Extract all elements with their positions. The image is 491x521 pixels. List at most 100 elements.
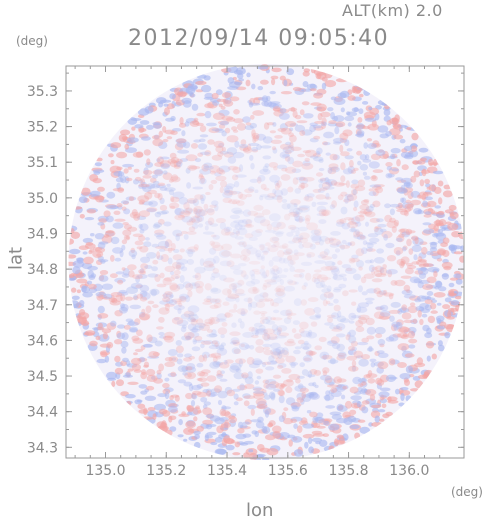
echo-speckle — [252, 288, 259, 294]
echo-speckle — [145, 237, 150, 241]
echo-speckle — [248, 236, 258, 241]
echo-speckle — [159, 204, 168, 211]
echo-speckle — [323, 248, 330, 256]
echo-speckle — [365, 317, 375, 326]
echo-speckle — [454, 295, 462, 300]
echo-speckle — [261, 250, 270, 254]
x-tick-label: 135.0 — [85, 463, 125, 479]
echo-speckle — [130, 282, 143, 290]
echo-speckle — [280, 383, 285, 388]
echo-speckle — [349, 241, 356, 247]
echo-speckle — [164, 377, 170, 382]
echo-speckle — [158, 248, 166, 252]
echo-speckle — [302, 242, 313, 249]
echo-speckle — [312, 153, 321, 158]
echo-speckle — [200, 340, 212, 345]
echo-speckle — [258, 324, 266, 332]
echo-speckle — [198, 223, 204, 228]
echo-speckle — [170, 196, 180, 203]
echo-speckle — [120, 303, 125, 309]
echo-speckle — [221, 250, 232, 257]
echo-speckle — [441, 261, 453, 269]
echo-speckle — [275, 335, 287, 339]
echo-speckle — [281, 198, 288, 203]
echo-speckle — [325, 179, 338, 186]
echo-speckle — [153, 222, 162, 228]
echo-speckle — [276, 164, 288, 170]
echo-speckle — [233, 219, 245, 224]
echo-speckle — [341, 239, 347, 245]
echo-speckle — [421, 313, 428, 318]
echo-speckle — [232, 129, 239, 133]
echo-speckle — [194, 335, 203, 342]
echo-speckle — [272, 106, 281, 112]
echo-speckle — [303, 282, 308, 287]
echo-speckle — [152, 180, 160, 185]
echo-speckle — [261, 100, 269, 107]
echo-speckle — [386, 220, 399, 229]
echo-speckle — [183, 202, 190, 210]
echo-speckle — [238, 358, 243, 367]
echo-speckle — [115, 271, 124, 275]
echo-speckle — [238, 240, 246, 247]
echo-speckle — [365, 221, 369, 227]
echo-speckle — [264, 195, 275, 201]
echo-speckle — [185, 207, 193, 213]
echo-speckle — [305, 393, 315, 398]
echo-speckle — [232, 269, 244, 275]
echo-speckle — [306, 410, 312, 414]
echo-speckle — [406, 238, 412, 247]
echo-speckle — [328, 237, 334, 243]
echo-speckle — [396, 319, 404, 327]
echo-speckle — [143, 361, 150, 368]
x-tick-label: 135.2 — [146, 463, 186, 479]
echo-speckle — [316, 205, 327, 213]
echo-speckle — [122, 200, 129, 205]
echo-speckle — [187, 83, 198, 91]
echo-speckle — [206, 390, 211, 397]
echo-speckle — [235, 397, 243, 402]
echo-speckle — [384, 214, 392, 223]
echo-speckle — [259, 319, 265, 325]
echo-speckle — [361, 247, 368, 255]
echo-speckle — [210, 179, 218, 185]
echo-speckle — [346, 221, 359, 229]
echo-speckle — [135, 275, 141, 284]
echo-speckle — [437, 228, 444, 234]
echo-speckle — [179, 248, 185, 253]
echo-speckle — [400, 177, 413, 184]
echo-speckle — [393, 134, 404, 140]
echo-speckle — [116, 182, 121, 190]
echo-speckle — [133, 369, 142, 373]
echo-speckle — [363, 199, 370, 203]
echo-speckle — [396, 187, 406, 194]
echo-speckle — [127, 368, 134, 372]
echo-speckle — [278, 349, 290, 358]
echo-speckle — [283, 257, 289, 264]
echo-speckle — [255, 421, 265, 429]
echo-speckle — [132, 233, 144, 238]
echo-speckle — [317, 112, 323, 121]
echo-speckle — [261, 209, 271, 216]
echo-speckle — [68, 254, 77, 259]
echo-speckle — [173, 304, 185, 311]
echo-speckle — [224, 386, 233, 394]
echo-speckle — [323, 131, 335, 139]
echo-speckle — [139, 268, 145, 274]
echo-speckle — [240, 139, 247, 146]
echo-speckle — [407, 230, 416, 234]
echo-speckle — [208, 353, 217, 358]
echo-speckle — [87, 265, 98, 271]
echo-speckle — [302, 433, 315, 439]
echo-speckle — [162, 335, 173, 341]
echo-speckle — [133, 168, 140, 173]
echo-speckle — [274, 135, 283, 139]
y-tick-label: 34.5 — [27, 369, 58, 385]
echo-speckle — [128, 270, 135, 278]
echo-speckle — [250, 278, 260, 285]
echo-speckle — [191, 216, 200, 225]
echo-speckle — [143, 169, 153, 176]
echo-speckle — [381, 403, 387, 409]
echo-speckle — [283, 407, 289, 412]
echo-speckle — [375, 306, 385, 310]
